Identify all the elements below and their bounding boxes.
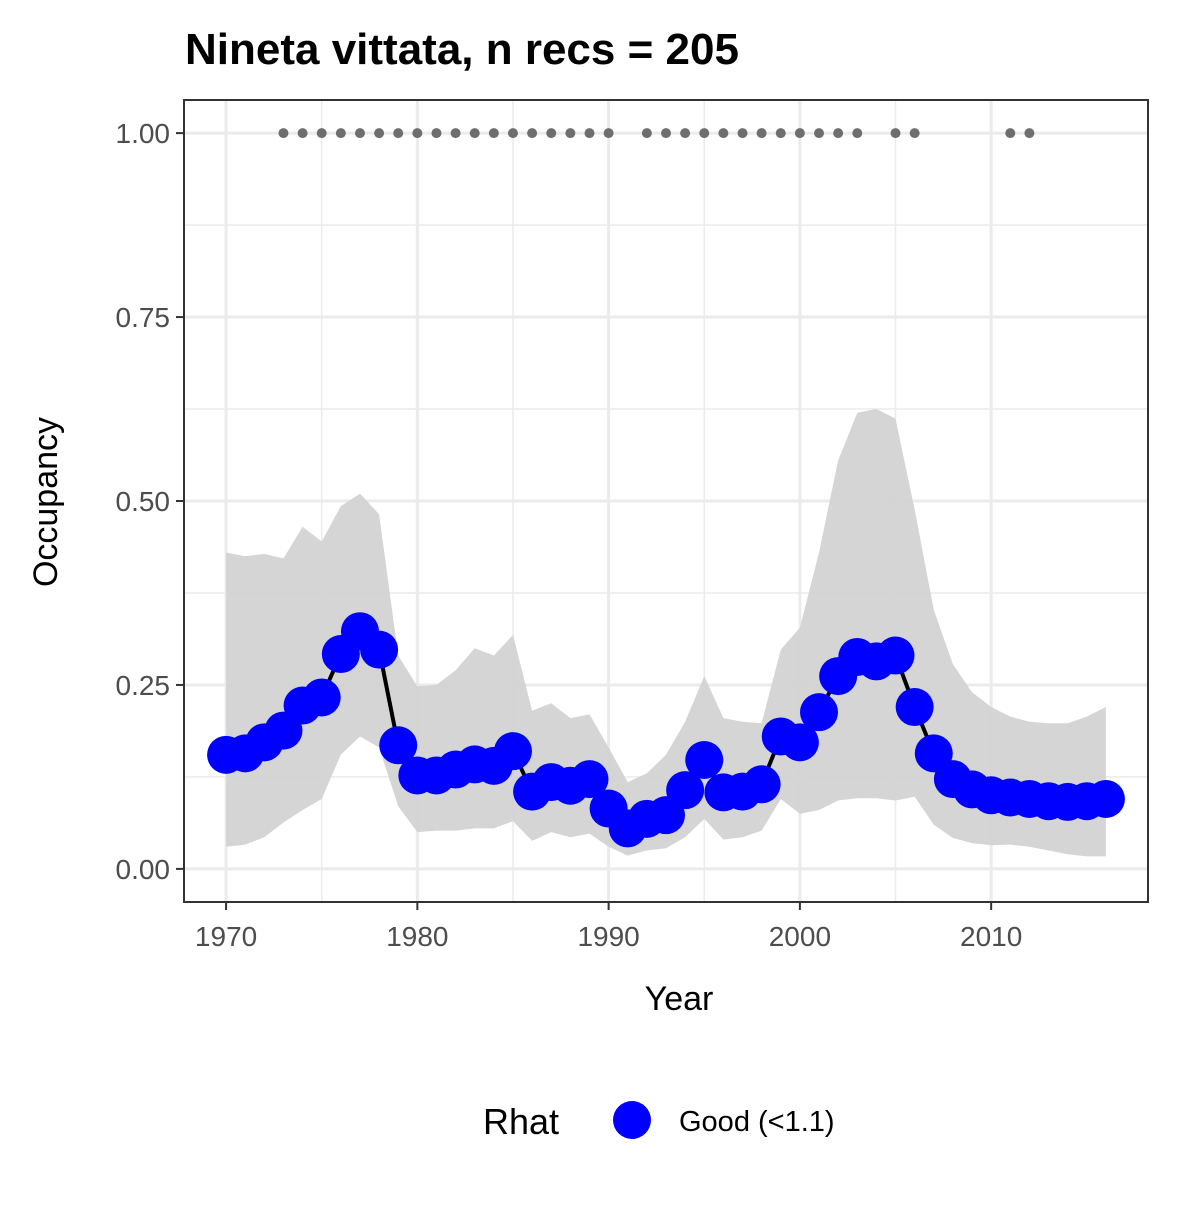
record-year-marker [278,128,289,139]
record-year-marker [488,128,499,139]
record-year-marker [603,128,614,139]
y-axis-title: Occupancy [27,417,65,587]
record-year-marker [814,128,825,139]
record-year-marker [393,128,404,139]
occupancy-point [685,740,724,779]
record-year-marker [737,128,748,139]
record-year-marker [680,128,691,139]
y-axis: 0.00 0.25 0.50 0.75 1.00 [116,118,184,885]
x-tick-label: 1990 [577,921,639,952]
x-axis-title: Year [645,980,714,1018]
record-year-marker [909,128,920,139]
record-year-marker [374,128,385,139]
legend-key-good [613,1101,651,1139]
occupancy-point [360,630,399,669]
y-tick-label: 0.00 [116,854,171,885]
record-year-marker [641,128,652,139]
record-year-marker [584,128,595,139]
record-year-marker [833,128,844,139]
x-tick-label: 1980 [386,921,448,952]
record-year-marker [699,128,710,139]
credible-interval-ribbon [226,409,1106,857]
occupancy-point [876,636,915,675]
x-tick-label: 2010 [960,921,1022,952]
record-year-marker [661,128,671,139]
chart-title: Nineta vittata, n recs = 205 [185,25,739,74]
occupancy-point [895,688,934,727]
occupancy-point [742,765,781,804]
x-axis: 1970 1980 1990 2000 2010 [195,902,1022,952]
y-tick-label: 0.75 [116,302,171,333]
record-year-marker [775,128,786,139]
record-year-marker [469,128,480,139]
occupancy-point [379,726,418,765]
record-year-marker [1024,128,1035,139]
occupancy-point [493,732,532,771]
record-year-marker [297,128,308,139]
record-years-markers [278,128,1035,139]
record-year-marker [794,128,805,139]
x-tick-label: 2000 [769,921,831,952]
legend-title: Rhat [483,1101,559,1142]
record-year-marker [335,128,346,139]
record-year-marker [1005,128,1016,139]
record-year-marker [546,128,557,139]
y-tick-label: 0.50 [116,486,171,517]
occupancy-point [302,678,341,717]
x-tick-label: 1970 [195,921,257,952]
y-tick-label: 1.00 [116,118,171,149]
legend: Rhat Good (<1.1) [483,1101,835,1142]
record-year-marker [527,128,538,139]
occupancy-point [666,771,705,810]
record-year-marker [565,128,576,139]
record-year-marker [852,128,863,139]
record-year-marker [412,128,423,139]
occupancy-point [1086,779,1125,818]
record-year-marker [718,128,729,139]
record-year-marker [756,128,767,139]
record-year-marker [890,128,901,139]
occupancy-points [207,612,1125,848]
occupancy-point [800,693,839,732]
occupancy-point [570,760,609,799]
record-year-marker [431,128,442,139]
record-year-marker [354,128,365,139]
record-year-marker [316,128,327,139]
occupancy-point [780,723,819,762]
y-tick-label: 0.25 [116,670,171,701]
legend-label-good: Good (<1.1) [679,1106,835,1138]
record-year-marker [507,128,518,139]
record-year-marker [450,128,461,139]
plot-panel [183,99,1149,903]
